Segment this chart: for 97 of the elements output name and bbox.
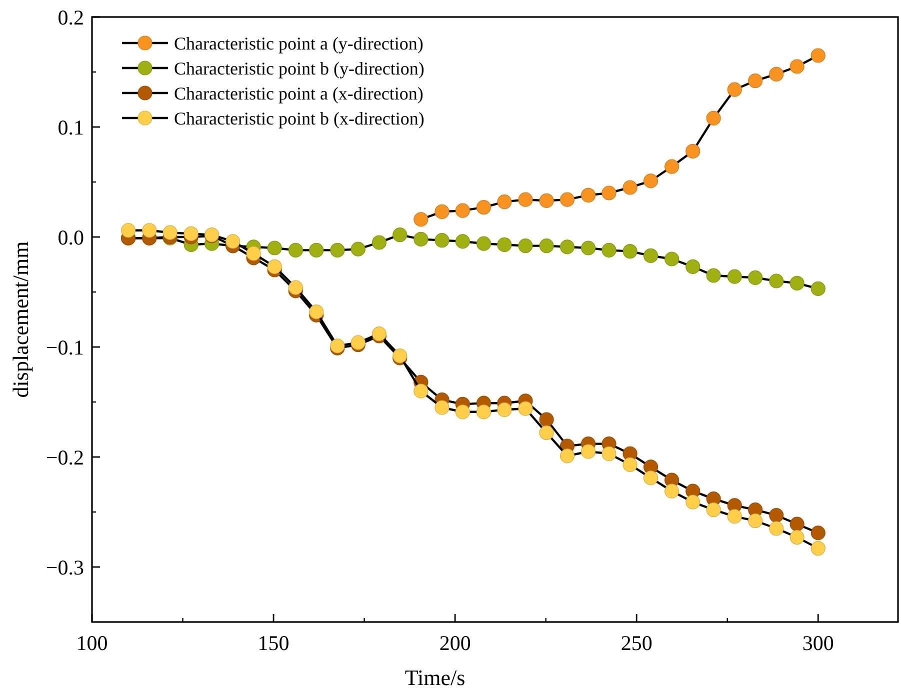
point [497, 194, 512, 210]
point [706, 502, 721, 518]
point [288, 280, 303, 295]
y-tick-label: −0.2 [46, 445, 84, 470]
point [664, 484, 680, 498]
point [184, 226, 198, 241]
point [769, 521, 784, 536]
x-tick-label: 100 [76, 631, 108, 655]
point [455, 404, 470, 420]
x-tick-label: 200 [439, 631, 471, 655]
point [706, 110, 721, 126]
point [539, 412, 554, 427]
point [414, 212, 428, 227]
point [434, 204, 450, 219]
point [162, 225, 178, 240]
x-tick-label: 250 [620, 631, 652, 655]
point [769, 274, 784, 288]
point [664, 252, 680, 266]
y-axis-title: displacement/mm [8, 241, 33, 398]
point [246, 246, 261, 261]
point [790, 530, 804, 545]
x-axis-title: Time/s [404, 665, 466, 690]
point [727, 509, 742, 524]
point [810, 526, 826, 540]
point [769, 66, 784, 82]
point [810, 541, 826, 556]
point [643, 470, 658, 486]
point [727, 82, 742, 97]
point [434, 400, 450, 415]
point [686, 494, 700, 510]
point [414, 384, 428, 398]
point [476, 404, 492, 420]
point [518, 238, 533, 254]
point [748, 514, 763, 528]
legend-label: Characteristic point b (x-direction) [174, 108, 424, 128]
point [581, 444, 596, 459]
point [267, 240, 282, 256]
point [372, 235, 386, 250]
point [810, 48, 826, 63]
point [330, 242, 345, 258]
point [497, 402, 512, 417]
point [142, 223, 157, 238]
point [790, 516, 804, 532]
point [455, 203, 470, 218]
point [790, 276, 804, 290]
point [664, 159, 680, 174]
x-tick-label: 150 [258, 631, 290, 655]
point [560, 448, 575, 464]
point [622, 244, 638, 259]
y-tick-label: −0.1 [46, 335, 84, 360]
point [706, 268, 721, 283]
y-tick-label: −0.3 [46, 555, 84, 580]
point [581, 188, 596, 202]
point [226, 234, 240, 249]
point [560, 192, 575, 207]
point [518, 401, 533, 416]
point [309, 304, 324, 320]
point [518, 192, 533, 207]
x-tick-label: 300 [802, 631, 834, 655]
point [476, 200, 492, 215]
point [727, 269, 742, 284]
point [643, 174, 658, 188]
legend-label: Characteristic point b (y-direction) [174, 58, 424, 78]
point [622, 457, 638, 472]
point [769, 508, 784, 523]
point [121, 223, 136, 238]
point [560, 240, 575, 254]
point [748, 74, 763, 88]
point [309, 242, 324, 258]
point [622, 180, 638, 195]
point [602, 446, 616, 461]
point [686, 259, 700, 274]
point [455, 234, 470, 249]
y-tick-label: 0.0 [58, 225, 84, 250]
point [539, 238, 554, 254]
point [748, 270, 763, 285]
point [350, 242, 366, 256]
point [602, 186, 616, 200]
point [539, 193, 554, 208]
point [602, 242, 616, 258]
y-tick-label: 0.1 [58, 115, 84, 140]
point [267, 259, 282, 274]
point [476, 236, 492, 251]
point [643, 248, 658, 263]
point [288, 242, 303, 258]
legend-label: Characteristic point a (x-direction) [174, 83, 424, 104]
point [392, 228, 408, 242]
point [539, 426, 554, 440]
point [810, 281, 826, 296]
point [686, 144, 700, 158]
point [414, 232, 428, 246]
point [497, 237, 512, 252]
point [581, 240, 596, 256]
y-tick-label: 0.2 [58, 5, 84, 30]
legend-label: Characteristic point a (y-direction) [174, 33, 424, 54]
point [434, 233, 450, 248]
point [790, 59, 804, 74]
